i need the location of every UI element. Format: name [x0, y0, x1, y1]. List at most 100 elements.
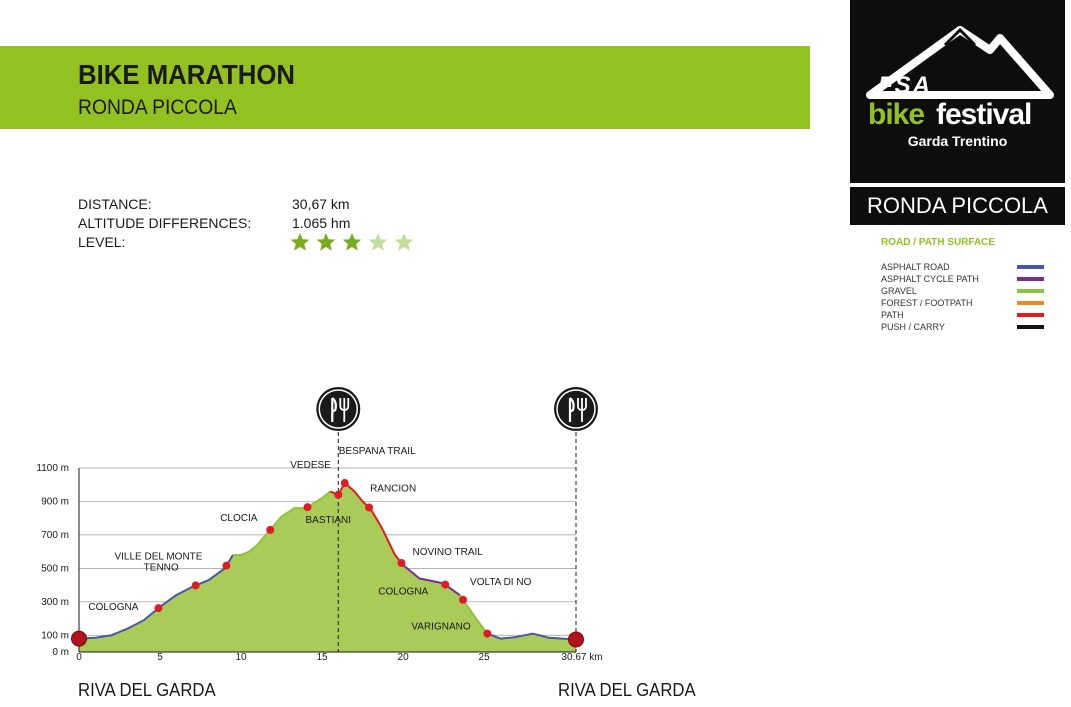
- waypoint-label: COLOGNA: [88, 602, 138, 613]
- y-tick-label: 300 m: [41, 597, 69, 608]
- y-tick-label: 700 m: [41, 530, 69, 541]
- star-empty-icon: [368, 233, 388, 251]
- route-stats: DISTANCE: 30,67 km ALTITUDE DIFFERENCES:…: [78, 195, 478, 252]
- end-place: RIVA DEL GARDA: [558, 680, 696, 700]
- surface-segment: [232, 490, 331, 556]
- surface-segment: [486, 632, 577, 641]
- waypoint-marker: [441, 580, 450, 589]
- festival-logo: FSA bike festival Garda Trentino: [850, 0, 1065, 183]
- distance-label: DISTANCE:: [78, 196, 152, 212]
- waypoint-label: CLOCIA: [220, 513, 258, 524]
- legend-swatch: [1017, 289, 1044, 293]
- legend-item: GRAVEL: [881, 286, 1046, 298]
- legend-swatch: [1017, 277, 1044, 281]
- legend-swatch: [1017, 325, 1044, 329]
- star-filled-icon: [316, 233, 336, 251]
- legend-item: PUSH / CARRY: [881, 322, 1046, 334]
- legend-swatch: [1017, 265, 1044, 269]
- route-name-box: RONDA PICCOLA: [850, 187, 1065, 225]
- legend-swatch: [1017, 301, 1044, 305]
- refreshment-icon-ring: [318, 389, 359, 429]
- route-endpoint: [568, 631, 584, 648]
- legend-item: PATH: [881, 310, 1046, 322]
- waypoint-label: BESPANA TRAIL: [339, 446, 416, 457]
- logo-festival: festival: [936, 98, 1032, 131]
- legend-item-label: ASPHALT CYCLE PATH: [881, 274, 979, 284]
- distance-row: DISTANCE: 30,67 km: [78, 195, 478, 214]
- refreshment-icon-ring: [556, 389, 596, 429]
- waypoint-label: VOLTA DI NO: [470, 577, 532, 588]
- x-tick-label: 10: [235, 652, 247, 663]
- x-tick-label: 15: [317, 652, 329, 663]
- y-tick-label: 900 m: [41, 496, 69, 507]
- waypoint-marker: [222, 561, 231, 570]
- waypoint-marker: [397, 559, 406, 568]
- elevation-area: [79, 483, 576, 652]
- waypoint-marker: [191, 581, 200, 590]
- distance-value: 30,67 km: [292, 196, 350, 212]
- waypoint-label: BASTIANI: [305, 515, 351, 526]
- legend-item-label: PUSH / CARRY: [881, 322, 945, 332]
- level-label: LEVEL:: [78, 234, 126, 250]
- refreshment-icon: [554, 387, 598, 431]
- logo-brand: FSA: [878, 72, 932, 99]
- waypoint-label: COLOGNA: [378, 587, 428, 598]
- waypoint-marker: [459, 595, 468, 604]
- logo-bike: bike: [868, 98, 925, 131]
- legend-item: ASPHALT CYCLE PATH: [881, 274, 1046, 286]
- route-endpoint: [71, 630, 87, 647]
- start-place: RIVA DEL GARDA: [78, 680, 216, 700]
- legend-item-label: FOREST / FOOTPATH: [881, 298, 973, 308]
- mountain-logo-icon: [866, 26, 1054, 99]
- legend-item: ASPHALT ROAD: [881, 262, 1046, 274]
- waypoint-marker: [483, 629, 492, 638]
- surface-segment: [402, 564, 461, 596]
- altitude-row: ALTITUDE DIFFERENCES: 1.065 hm: [78, 214, 478, 233]
- legend-item-label: GRAVEL: [881, 286, 917, 296]
- surface-segment: [329, 481, 404, 566]
- level-rating: [290, 232, 414, 252]
- x-tick-label: 0: [76, 652, 82, 663]
- altitude-value: 1.065 hm: [292, 215, 351, 231]
- star-filled-icon: [342, 233, 362, 251]
- event-title: BIKE MARATHON: [78, 59, 296, 90]
- waypoint-marker: [334, 490, 343, 499]
- fork-icon: [339, 398, 350, 422]
- waypoint-marker: [154, 604, 163, 613]
- waypoint-marker: [266, 525, 275, 534]
- x-tick-label: 25: [479, 652, 491, 663]
- fork-icon: [577, 398, 587, 422]
- waypoint-marker: [303, 503, 312, 512]
- x-tick-label: 30.67 km: [561, 652, 602, 663]
- waypoint-marker: [340, 479, 349, 488]
- legend-item-label: ASPHALT ROAD: [881, 262, 950, 272]
- waypoint-label: VARIGNANO: [411, 622, 470, 633]
- waypoint-label: VEDESE: [290, 460, 331, 471]
- waypoint-marker: [365, 503, 374, 512]
- y-tick-label: 0 m: [52, 647, 69, 658]
- y-tick-label: 500 m: [41, 563, 69, 574]
- x-tick-label: 20: [398, 652, 410, 663]
- y-tick-label: 100 m: [41, 630, 69, 641]
- star-filled-icon: [290, 233, 310, 251]
- title-band: BIKE MARATHON RONDA PICCOLA: [0, 46, 810, 129]
- event-subtitle: RONDA PICCOLA: [78, 96, 237, 119]
- star-empty-icon: [394, 233, 414, 251]
- x-tick-label: 5: [157, 652, 163, 663]
- y-tick-label: 1100 m: [36, 463, 69, 474]
- altitude-label: ALTITUDE DIFFERENCES:: [78, 215, 252, 231]
- legend-item-label: PATH: [881, 310, 904, 320]
- legend-item: FOREST / FOOTPATH: [881, 298, 1046, 310]
- legend-title: ROAD / PATH SURFACE: [881, 237, 996, 248]
- knife-icon: [331, 397, 337, 422]
- logo-subtitle: Garda Trentino: [907, 133, 1008, 149]
- waypoint-label: VILLE DEL MONTE: [114, 552, 202, 563]
- waypoint-label: RANCION: [370, 483, 416, 494]
- refreshment-icon: [316, 387, 361, 431]
- waypoint-label: TENNO: [144, 562, 179, 573]
- level-row: LEVEL:: [78, 233, 478, 252]
- waypoint-label: NOVINO TRAIL: [412, 547, 483, 558]
- legend-swatch: [1017, 313, 1044, 317]
- knife-icon: [568, 397, 575, 422]
